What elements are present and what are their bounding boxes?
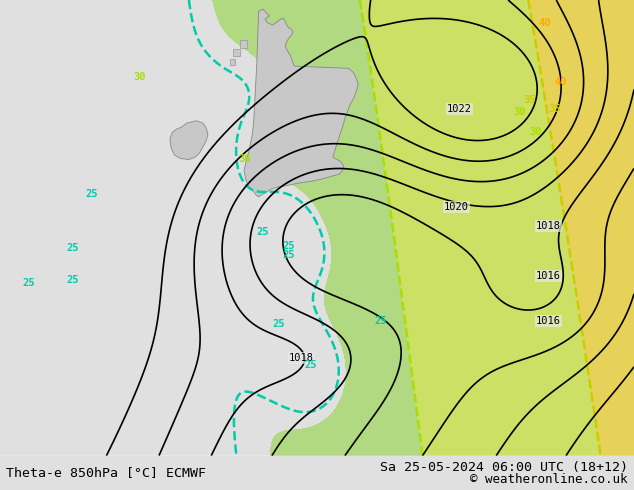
Text: 25: 25 bbox=[374, 316, 387, 326]
Text: 30: 30 bbox=[514, 107, 526, 117]
Text: 25: 25 bbox=[282, 241, 295, 251]
Text: 25: 25 bbox=[67, 244, 79, 253]
Text: 25: 25 bbox=[22, 277, 35, 288]
Bar bbox=[0, 456, 634, 490]
Polygon shape bbox=[170, 121, 208, 160]
Text: © weatheronline.co.uk: © weatheronline.co.uk bbox=[470, 473, 628, 486]
Text: 1018: 1018 bbox=[536, 220, 561, 231]
Text: 1016: 1016 bbox=[536, 316, 561, 326]
Text: 40: 40 bbox=[555, 77, 567, 87]
Text: 25: 25 bbox=[304, 360, 317, 369]
Bar bbox=[230, 59, 235, 65]
Text: 40: 40 bbox=[539, 18, 552, 28]
Text: Sa 25-05-2024 06:00 UTC (18+12): Sa 25-05-2024 06:00 UTC (18+12) bbox=[380, 461, 628, 474]
Bar bbox=[240, 40, 247, 48]
Text: 25: 25 bbox=[282, 250, 295, 260]
Text: 30: 30 bbox=[238, 154, 250, 165]
Text: 25: 25 bbox=[67, 275, 79, 285]
Bar bbox=[233, 49, 240, 55]
Text: Theta-e 850hPa [°C] ECMWF: Theta-e 850hPa [°C] ECMWF bbox=[6, 466, 206, 479]
Text: 35: 35 bbox=[523, 95, 536, 105]
Text: 1022: 1022 bbox=[447, 104, 472, 114]
Text: 35: 35 bbox=[548, 104, 561, 114]
Text: 1018: 1018 bbox=[288, 353, 314, 363]
Text: 1020: 1020 bbox=[444, 202, 469, 212]
Text: 1016: 1016 bbox=[536, 270, 561, 281]
Text: 25: 25 bbox=[273, 318, 285, 329]
Text: 30: 30 bbox=[133, 73, 146, 82]
Text: 25: 25 bbox=[257, 227, 269, 238]
Polygon shape bbox=[244, 9, 358, 197]
Text: 30: 30 bbox=[529, 127, 542, 137]
Text: 25: 25 bbox=[86, 189, 98, 198]
